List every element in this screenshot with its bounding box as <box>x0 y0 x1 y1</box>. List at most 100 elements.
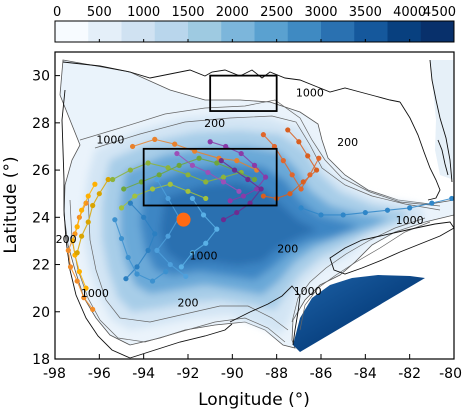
contour-label: 1000 <box>396 214 424 227</box>
trajectory-point <box>174 150 180 157</box>
trajectory-point <box>189 250 196 256</box>
trajectory-point <box>156 172 162 178</box>
colorbar-cell <box>321 21 355 42</box>
trajectory-point <box>167 261 173 268</box>
colorbar-cell <box>154 21 189 42</box>
trajectory-point <box>145 160 151 166</box>
x-tick-label: -92 <box>177 366 200 382</box>
coastline-cuba <box>329 221 454 275</box>
x-tick-label: -90 <box>221 366 244 382</box>
coastlines <box>61 59 454 359</box>
north-box <box>209 74 278 112</box>
trajectory-point <box>85 193 91 199</box>
trajectory-point <box>316 155 322 161</box>
trajectory-point <box>240 193 247 199</box>
trajectory-point <box>92 181 98 187</box>
trajectory-point <box>172 141 178 147</box>
trajectory-point <box>214 226 220 232</box>
trajectory-point <box>138 179 145 185</box>
trajectory-point <box>220 179 227 185</box>
trajectory-line <box>180 198 218 268</box>
contour-label: 200 <box>204 117 225 130</box>
trajectory-point <box>260 193 266 199</box>
trajectory-point <box>112 217 118 223</box>
contour-label: 1000 <box>96 134 124 147</box>
colorbar-tick-label: 3500 <box>349 5 382 20</box>
colorbar-tick-label: 500 <box>87 5 112 20</box>
colorbar-frame <box>54 20 455 43</box>
trajectory-point <box>70 238 76 244</box>
trajectory-line <box>300 197 452 216</box>
trajectory-point <box>298 186 304 192</box>
trajectory-point <box>200 212 207 218</box>
trajectory-point <box>90 202 96 209</box>
map-frame <box>54 51 455 360</box>
contour-label: 1000 <box>296 87 324 100</box>
trajectory-point <box>234 209 240 216</box>
coastline-north <box>62 61 401 103</box>
trajectory-point <box>85 219 91 225</box>
trajectory-point <box>154 176 160 183</box>
colorbar-tick-label: 4000 <box>393 5 426 20</box>
coastline-yucatan <box>229 285 301 346</box>
colorbar-cell <box>55 21 89 42</box>
y-tick-label: 20 <box>32 305 50 321</box>
trajectory-point <box>207 139 213 145</box>
trajectory-point <box>220 174 227 180</box>
trajectory-point <box>176 162 182 168</box>
colorbar-cell <box>121 21 156 42</box>
x-tick-label: -82 <box>398 366 421 382</box>
central-box <box>142 147 278 207</box>
trajectory-point <box>105 176 111 183</box>
y-tick-label: 26 <box>32 163 50 179</box>
depth-contours <box>69 99 441 343</box>
colorbar-tick-label: 1000 <box>127 5 160 20</box>
release-site-marker <box>176 212 191 227</box>
trajectory-point <box>384 207 391 213</box>
colorbar-tick-label: 4500 <box>423 5 456 20</box>
trajectory-point <box>74 224 80 230</box>
trajectory-point <box>134 271 140 277</box>
y-tick-label: 30 <box>32 69 50 85</box>
trajectory-point <box>178 264 184 270</box>
y-tick-label: 28 <box>32 116 50 132</box>
trajectory-point <box>96 191 102 197</box>
trajectory-point <box>285 127 291 133</box>
trajectory-line <box>76 179 109 253</box>
colorbar-tick-label: 0 <box>53 5 61 20</box>
trajectory-point <box>449 195 454 202</box>
contour-1000-yucatan <box>299 221 431 331</box>
trajectory-point <box>167 181 173 187</box>
x-tick-label: -80 <box>439 366 462 382</box>
trajectory-point <box>145 247 151 253</box>
trajectory-point <box>220 217 227 223</box>
contour-label: 1000 <box>190 249 218 262</box>
colorbar-tick-label: 2500 <box>260 5 293 20</box>
trajectory-point <box>192 148 198 154</box>
trajectory-point <box>74 278 80 284</box>
trajectory-point <box>65 247 71 253</box>
trajectory-point <box>81 295 87 301</box>
trajectory-point <box>203 195 209 202</box>
y-axis-label: Latitude (°) <box>1 156 21 253</box>
coastline-florida-east <box>429 59 453 183</box>
trajectory-point <box>185 188 191 194</box>
colorbar-cell <box>287 21 322 42</box>
trajectory-point <box>271 143 278 150</box>
y-axis-ticks: 18 20 22 24 26 28 30 <box>32 69 60 368</box>
trajectory-point <box>165 195 171 202</box>
coastline-mexico-south <box>129 323 233 359</box>
trajectory-point <box>129 143 136 150</box>
trajectory-point <box>296 139 302 145</box>
trajectory-point <box>165 233 171 239</box>
trajectory-point <box>83 285 89 291</box>
trajectory-point <box>234 158 240 164</box>
trajectory-point <box>307 172 313 178</box>
trajectory-point <box>125 254 131 261</box>
colorbar-cell <box>188 21 222 42</box>
y-tick-label: 24 <box>32 210 50 226</box>
trajectory-point <box>254 186 260 192</box>
